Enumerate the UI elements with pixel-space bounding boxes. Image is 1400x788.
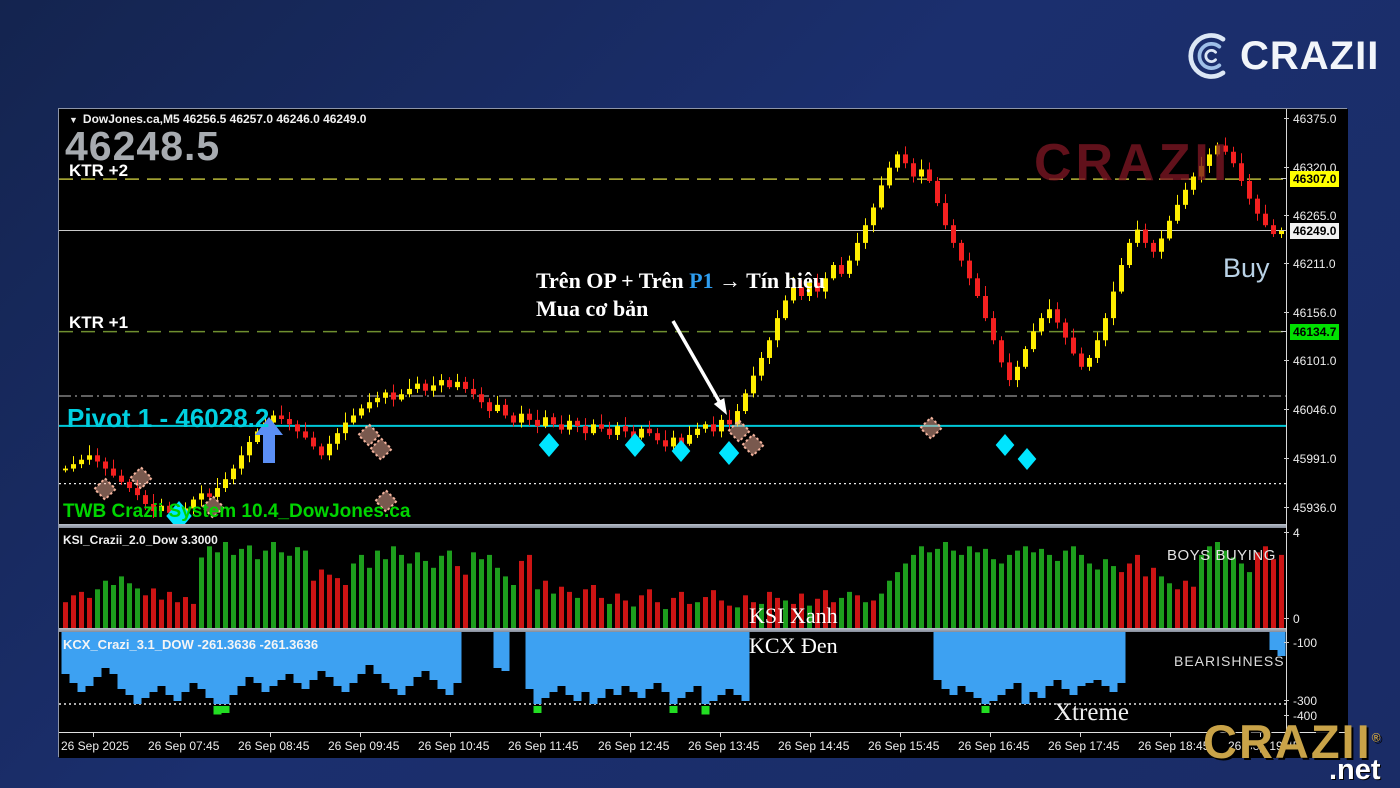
time-tick: [810, 733, 811, 737]
time-tick: [93, 733, 94, 737]
chart-window[interactable]: CRAZII ▼ DowJones.ca,M5 46256.5 46257.0 4…: [58, 108, 1348, 758]
time-tick: [360, 733, 361, 737]
time-label: 26 Sep 12:45: [598, 739, 670, 753]
chart-title-dropdown-icon[interactable]: ▼: [69, 115, 78, 125]
ksi-indicator-title: KSI_Crazii_2.0_Dow 3.3000: [63, 533, 218, 547]
xtreme-label: Xtreme: [1054, 699, 1129, 726]
kcx-indicator-title: KCX_Crazi_3.1_DOW -261.3636 -261.3636: [63, 637, 319, 652]
time-tick: [990, 733, 991, 737]
price-tick: 46156.0: [1283, 305, 1337, 320]
crazii-swirl-icon: [1188, 33, 1226, 79]
time-tick: [270, 733, 271, 737]
time-tick: [1080, 733, 1081, 737]
crazii-net-gold-text: CRAZII®: [1203, 714, 1383, 768]
price-tick: 46307.0: [1280, 171, 1340, 188]
pivot1-level-label: Pivot 1 - 46028.2: [67, 403, 270, 433]
time-label: 26 Sep 2025: [61, 739, 130, 753]
chart-plot-area[interactable]: [59, 109, 1348, 758]
crazii-logo-top: CRAZII: [1182, 24, 1392, 88]
time-label: 26 Sep 18:45: [1138, 739, 1210, 753]
price-axis[interactable]: 46375.0 46320.0 46307.0 46265.0 46249.0 46211…: [1280, 109, 1348, 732]
time-label: 26 Sep 13:45: [688, 739, 760, 753]
price-tick: -100: [1283, 636, 1318, 650]
crazii-net-logo: CRAZII® .net: [1203, 714, 1399, 788]
ktr2-level-label: KTR +2: [69, 161, 129, 180]
bid-price-display: 46248.5: [65, 123, 221, 169]
crazii-net-suffix: .net: [1329, 754, 1381, 786]
price-tick: 46265.0: [1283, 209, 1337, 224]
registered-mark: ®: [1371, 730, 1383, 744]
time-label: 26 Sep 10:45: [418, 739, 490, 753]
chart-title-bar[interactable]: ▼ DowJones.ca,M5 46256.5 46257.0 46246.0 …: [69, 112, 366, 126]
chart-title-text: DowJones.ca,M5 46256.5 46257.0 46246.0 4…: [82, 112, 367, 126]
time-axis[interactable]: 26 Sep 2025 26 Sep 07:45 26 Sep 08:45 26 Se…: [59, 732, 1348, 758]
price-tick: 0: [1284, 612, 1300, 626]
chart-watermark: CRAZII: [1034, 134, 1232, 192]
kcx-den-label: KCX Đen: [749, 633, 838, 658]
price-tick: 45936.0: [1283, 500, 1337, 515]
time-label: 26 Sep 19:45: [1228, 739, 1300, 753]
time-label: 26 Sep 11:45: [508, 739, 579, 753]
price-tick: 46134.7: [1280, 323, 1340, 340]
time-tick: [450, 733, 451, 737]
panel-separator-kcx[interactable]: [59, 628, 1348, 632]
time-tick: [180, 733, 181, 737]
signal-annotation-text: Trên OP + Trên P1 → Tín hiệu Mua cơ bản: [536, 268, 826, 321]
price-tick: 46249.0: [1280, 222, 1340, 239]
time-label: 26 Sep 14:45: [778, 739, 850, 753]
time-tick: [720, 733, 721, 737]
price-tick: 46211.0: [1284, 257, 1336, 272]
time-label: 26 Sep 16:45: [958, 739, 1030, 753]
panel-separator-ksi[interactable]: [59, 524, 1348, 528]
time-label: 26 Sep 15:45: [868, 739, 940, 753]
ktr1-level-label: KTR +1: [69, 313, 129, 332]
time-tick: [900, 733, 901, 737]
price-tick: 4: [1284, 526, 1300, 540]
time-label: 26 Sep 07:45: [148, 739, 220, 753]
annotation-p1-highlight: P1: [689, 268, 714, 293]
price-tick: -300: [1283, 694, 1318, 708]
price-tick: 46375.0: [1283, 112, 1337, 126]
ksi-xanh-label: KSI Xanh: [749, 603, 838, 628]
time-tick: [1170, 733, 1171, 737]
buy-signal-label: Buy: [1223, 253, 1270, 283]
bearishness-label: BEARISHNESS: [1174, 653, 1285, 669]
time-tick: [540, 733, 541, 737]
time-tick: [1260, 733, 1261, 737]
system-name-label: TWB Crazii System 10.4_DowJones.ca: [63, 501, 411, 522]
price-tick: 45991.0: [1283, 451, 1337, 466]
time-label: 26 Sep 09:45: [328, 739, 400, 753]
price-tick: 46101.0: [1283, 354, 1337, 369]
boys-buying-label: BOYS BUYING: [1167, 547, 1276, 564]
price-tick: 46046.0: [1283, 403, 1337, 418]
crazii-logo-text: CRAZII: [1240, 33, 1380, 78]
time-label: 26 Sep 08:45: [238, 739, 310, 753]
time-tick: [630, 733, 631, 737]
price-tick: -400: [1283, 709, 1318, 723]
time-label: 26 Sep 17:45: [1048, 739, 1120, 753]
